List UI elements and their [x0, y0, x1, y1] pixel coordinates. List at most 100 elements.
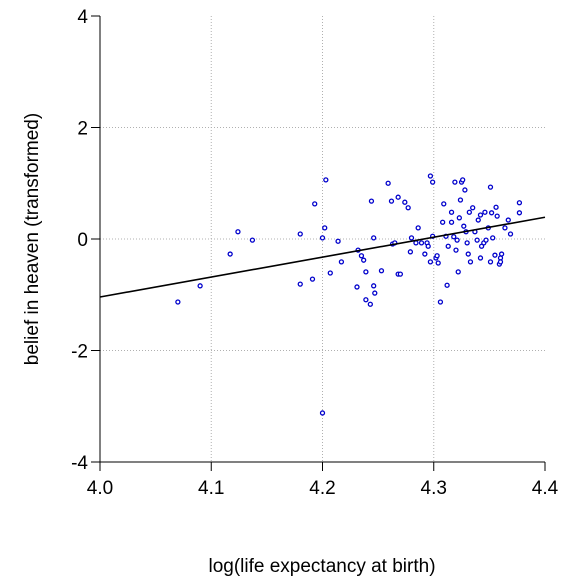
point: [516, 210, 523, 216]
point: [452, 179, 458, 185]
point: [437, 299, 444, 305]
point: [456, 215, 462, 221]
point: [322, 225, 328, 231]
point: [439, 219, 446, 225]
point: [388, 198, 395, 204]
point: [475, 217, 481, 223]
point: [507, 231, 514, 237]
point: [467, 259, 474, 265]
point: [461, 223, 467, 229]
point: [493, 204, 499, 210]
point: [466, 209, 473, 215]
point: [395, 194, 401, 200]
y-tick-label: 0: [77, 230, 88, 251]
point: [363, 269, 369, 275]
point: [457, 197, 464, 203]
point: [413, 240, 419, 246]
point: [378, 268, 385, 274]
point: [470, 205, 476, 211]
point: [297, 231, 303, 237]
point: [490, 235, 496, 241]
point: [448, 219, 455, 225]
point: [335, 238, 341, 244]
point: [462, 187, 468, 193]
point: [435, 260, 441, 266]
point: [474, 237, 480, 243]
point: [427, 259, 434, 265]
point: [464, 240, 470, 246]
point: [397, 271, 404, 277]
point: [371, 235, 377, 241]
point: [427, 173, 434, 179]
point: [465, 251, 471, 257]
point: [434, 253, 440, 259]
point: [297, 281, 303, 287]
point: [371, 283, 377, 289]
point: [319, 235, 326, 241]
point: [445, 243, 451, 249]
point: [448, 209, 455, 215]
point: [422, 251, 428, 257]
x-tick-label: 4.2: [309, 478, 335, 499]
point: [235, 229, 241, 235]
point: [418, 240, 425, 246]
point: [323, 177, 329, 183]
point: [367, 301, 373, 307]
point: [327, 270, 333, 276]
point: [487, 184, 494, 190]
point: [319, 410, 326, 416]
point: [175, 299, 181, 305]
point: [494, 213, 500, 219]
point: [249, 237, 256, 243]
point: [516, 200, 523, 206]
point: [312, 201, 318, 207]
point: [451, 234, 457, 240]
point: [444, 282, 450, 288]
fit-line: [99, 216, 546, 298]
point: [415, 225, 421, 231]
point: [477, 212, 484, 218]
x-tick-label: 4.3: [421, 478, 447, 499]
point: [492, 252, 498, 258]
point: [483, 237, 489, 243]
point: [505, 217, 511, 223]
point: [368, 198, 375, 204]
point: [407, 249, 414, 255]
point: [408, 235, 415, 241]
point: [363, 297, 369, 303]
point: [227, 251, 233, 257]
point: [385, 180, 391, 186]
x-axis-label: log(life expectancy at birth): [208, 556, 435, 577]
point: [309, 276, 316, 282]
point: [361, 257, 367, 263]
y-tick-label: -2: [71, 342, 88, 363]
point: [482, 209, 488, 215]
point: [197, 283, 203, 289]
point: [455, 269, 461, 275]
point: [488, 210, 495, 216]
point: [372, 290, 378, 296]
point: [454, 237, 460, 243]
point: [453, 247, 459, 253]
x-tick-label: 4.0: [87, 478, 113, 499]
point: [425, 243, 431, 249]
point: [358, 253, 365, 259]
point: [338, 259, 345, 265]
point: [487, 259, 494, 265]
point: [502, 225, 508, 231]
x-tick-label: 4.1: [198, 478, 224, 499]
point: [402, 199, 408, 205]
y-tick-label: 4: [77, 7, 88, 28]
point: [497, 259, 504, 265]
point: [354, 284, 360, 290]
y-tick-label: 2: [77, 119, 88, 140]
point: [477, 255, 484, 261]
x-tick-label: 4.4: [532, 478, 559, 499]
point: [405, 205, 411, 211]
y-axis-label: belief in heaven (transformed): [22, 113, 43, 365]
point: [460, 177, 466, 183]
point: [441, 201, 447, 207]
point: [429, 179, 436, 185]
point: [498, 251, 505, 257]
